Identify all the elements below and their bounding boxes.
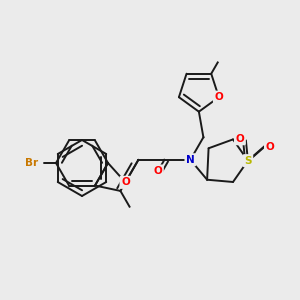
Text: N: N	[186, 155, 195, 165]
Text: O: O	[214, 92, 223, 102]
Text: O: O	[121, 177, 130, 187]
Text: O: O	[266, 142, 274, 152]
Text: O: O	[154, 166, 162, 176]
Text: S: S	[244, 156, 252, 166]
Text: Br: Br	[26, 158, 39, 168]
Text: O: O	[236, 134, 244, 144]
